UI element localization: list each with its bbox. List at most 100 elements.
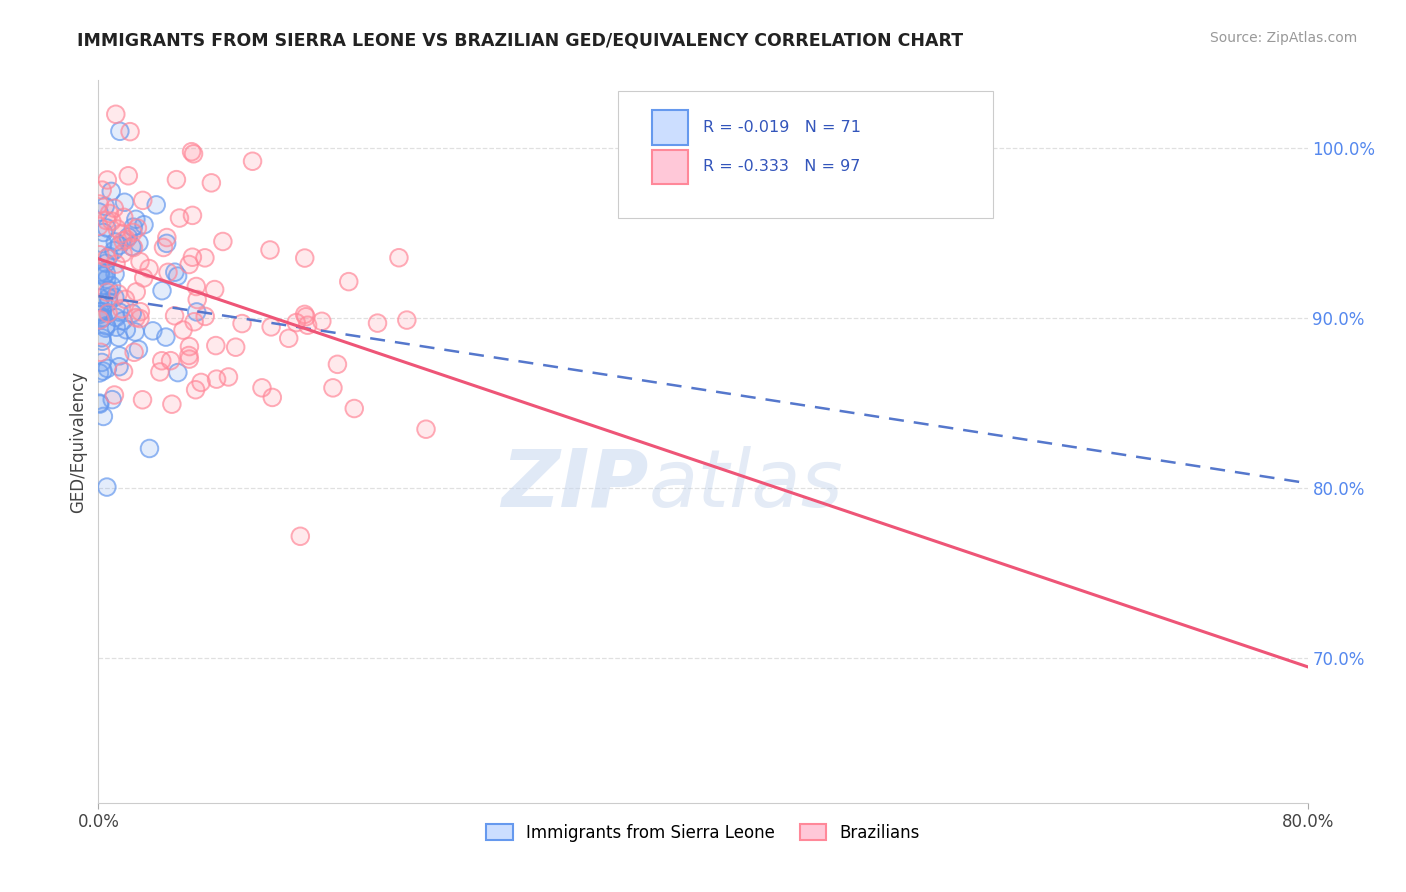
Point bbox=[96, 251, 118, 265]
Point bbox=[129, 304, 152, 318]
Y-axis label: GED/Equivalency: GED/Equivalency bbox=[69, 370, 87, 513]
Point bbox=[91, 364, 114, 378]
Point bbox=[290, 529, 312, 543]
Point bbox=[165, 172, 187, 186]
Point bbox=[93, 409, 115, 424]
Point bbox=[183, 315, 205, 329]
Point bbox=[91, 236, 114, 251]
Point bbox=[96, 221, 118, 235]
Point bbox=[294, 251, 316, 265]
Point bbox=[156, 236, 179, 251]
Point bbox=[96, 272, 118, 286]
Point bbox=[156, 236, 179, 251]
Point bbox=[186, 293, 208, 307]
Point bbox=[97, 290, 120, 304]
Point bbox=[388, 251, 411, 265]
Point bbox=[101, 392, 124, 407]
Point bbox=[322, 381, 344, 395]
Point bbox=[96, 361, 118, 376]
Point bbox=[155, 330, 177, 344]
Point bbox=[112, 314, 135, 328]
Point bbox=[326, 357, 349, 371]
Point bbox=[231, 317, 253, 331]
Point bbox=[217, 370, 239, 384]
Point bbox=[128, 235, 150, 250]
Point bbox=[91, 310, 114, 325]
Point bbox=[98, 249, 121, 263]
FancyBboxPatch shape bbox=[619, 91, 993, 218]
Point bbox=[184, 383, 207, 397]
Point bbox=[98, 206, 121, 220]
Point bbox=[108, 238, 131, 252]
Point bbox=[179, 352, 201, 367]
Point bbox=[180, 145, 202, 159]
Point bbox=[160, 397, 183, 411]
Point bbox=[89, 313, 111, 327]
Point bbox=[101, 392, 124, 407]
Point bbox=[90, 355, 112, 369]
Point bbox=[124, 325, 146, 339]
Point bbox=[110, 301, 132, 316]
Point bbox=[242, 154, 264, 169]
Point bbox=[125, 285, 148, 299]
Point bbox=[190, 376, 212, 390]
Point bbox=[127, 343, 149, 357]
Point bbox=[112, 364, 135, 378]
Point bbox=[89, 366, 111, 380]
Point bbox=[156, 230, 179, 244]
Point bbox=[177, 349, 200, 363]
Point bbox=[132, 271, 155, 285]
Text: R = -0.333   N = 97: R = -0.333 N = 97 bbox=[703, 160, 860, 175]
Point bbox=[97, 290, 120, 304]
Point bbox=[128, 235, 150, 250]
Point bbox=[89, 396, 111, 410]
Point bbox=[395, 313, 418, 327]
Point bbox=[294, 307, 316, 321]
Point bbox=[93, 268, 115, 283]
Point bbox=[129, 304, 152, 318]
Point bbox=[190, 376, 212, 390]
Point bbox=[103, 388, 125, 402]
Point bbox=[104, 267, 127, 281]
Point bbox=[125, 285, 148, 299]
Point bbox=[200, 176, 222, 190]
Point bbox=[107, 286, 129, 301]
Point bbox=[112, 246, 135, 260]
Point bbox=[96, 221, 118, 235]
Point bbox=[117, 169, 139, 183]
Point bbox=[225, 340, 247, 354]
Point bbox=[90, 311, 112, 326]
Point bbox=[297, 318, 319, 333]
Point bbox=[131, 392, 153, 407]
Point bbox=[415, 422, 437, 436]
Point bbox=[186, 305, 208, 319]
FancyBboxPatch shape bbox=[652, 150, 689, 185]
Point bbox=[186, 305, 208, 319]
Point bbox=[181, 250, 204, 264]
Point bbox=[96, 266, 118, 280]
Legend: Immigrants from Sierra Leone, Brazilians: Immigrants from Sierra Leone, Brazilians bbox=[479, 817, 927, 848]
Point bbox=[179, 258, 201, 272]
Point bbox=[122, 220, 145, 235]
Point bbox=[163, 309, 186, 323]
Point bbox=[132, 194, 155, 208]
Point bbox=[112, 364, 135, 378]
Point bbox=[98, 206, 121, 220]
Point bbox=[149, 365, 172, 379]
Point bbox=[89, 304, 111, 318]
Point bbox=[326, 357, 349, 371]
Point bbox=[129, 254, 152, 268]
Point bbox=[121, 239, 143, 253]
Point bbox=[200, 176, 222, 190]
Point bbox=[277, 331, 299, 345]
Point bbox=[105, 310, 128, 325]
Point bbox=[97, 295, 120, 310]
Point bbox=[152, 240, 174, 254]
Point bbox=[107, 286, 129, 301]
Point bbox=[121, 239, 143, 253]
Point bbox=[89, 248, 111, 262]
Point bbox=[111, 234, 134, 248]
FancyBboxPatch shape bbox=[652, 110, 689, 145]
Point bbox=[131, 392, 153, 407]
Point bbox=[179, 352, 201, 367]
